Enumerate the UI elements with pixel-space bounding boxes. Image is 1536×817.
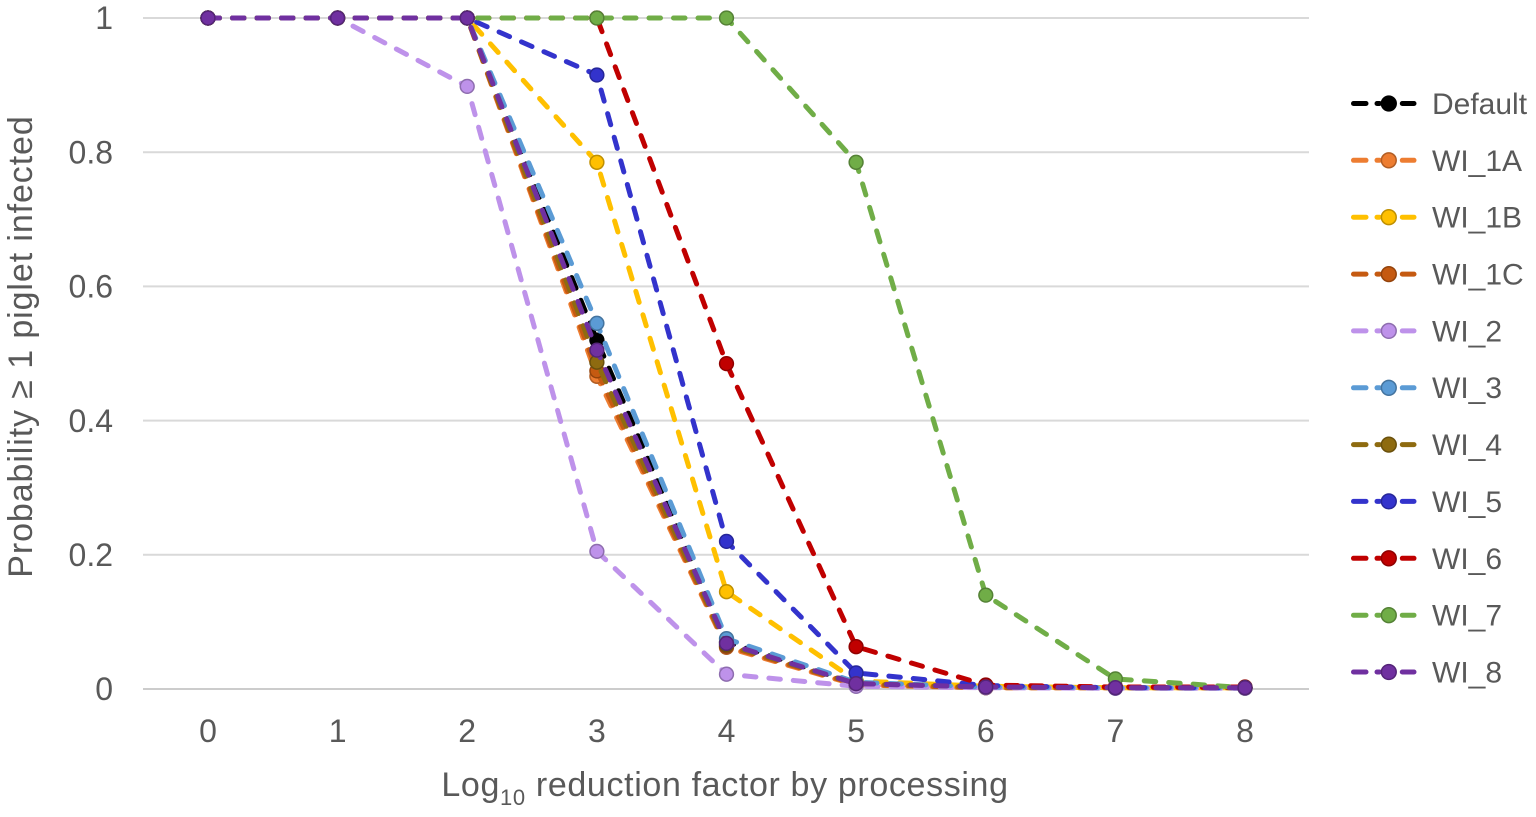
svg-text:0: 0 [199,713,217,749]
svg-text:2: 2 [458,713,476,749]
svg-text:0.4: 0.4 [69,403,113,439]
svg-text:6: 6 [977,713,995,749]
svg-text:Default: Default [1432,88,1528,121]
svg-text:WI_1B: WI_1B [1432,202,1522,235]
svg-text:Probability ≥ 1 piglet infecte: Probability ≥ 1 piglet infected [2,115,40,577]
svg-text:1: 1 [95,0,113,36]
svg-text:WI_3: WI_3 [1432,372,1502,405]
svg-text:WI_2: WI_2 [1432,315,1502,348]
svg-text:WI_1C: WI_1C [1432,259,1524,292]
svg-text:3: 3 [588,713,606,749]
svg-text:WI_8: WI_8 [1432,657,1502,690]
svg-text:1: 1 [329,713,347,749]
svg-text:0.6: 0.6 [69,269,113,305]
svg-text:0.8: 0.8 [69,134,113,170]
svg-text:4: 4 [718,713,736,749]
svg-text:WI_1A: WI_1A [1432,145,1522,178]
svg-text:5: 5 [847,713,865,749]
svg-text:8: 8 [1236,713,1254,749]
svg-text:WI_5: WI_5 [1432,486,1502,519]
svg-text:0: 0 [95,671,113,707]
svg-text:WI_4: WI_4 [1432,429,1502,462]
svg-text:WI_6: WI_6 [1432,543,1502,576]
svg-text:0.2: 0.2 [69,537,113,573]
svg-text:Log10 reduction factor by proc: Log10 reduction factor by processing [441,766,1008,810]
svg-text:WI_7: WI_7 [1432,600,1502,633]
svg-text:7: 7 [1107,713,1125,749]
